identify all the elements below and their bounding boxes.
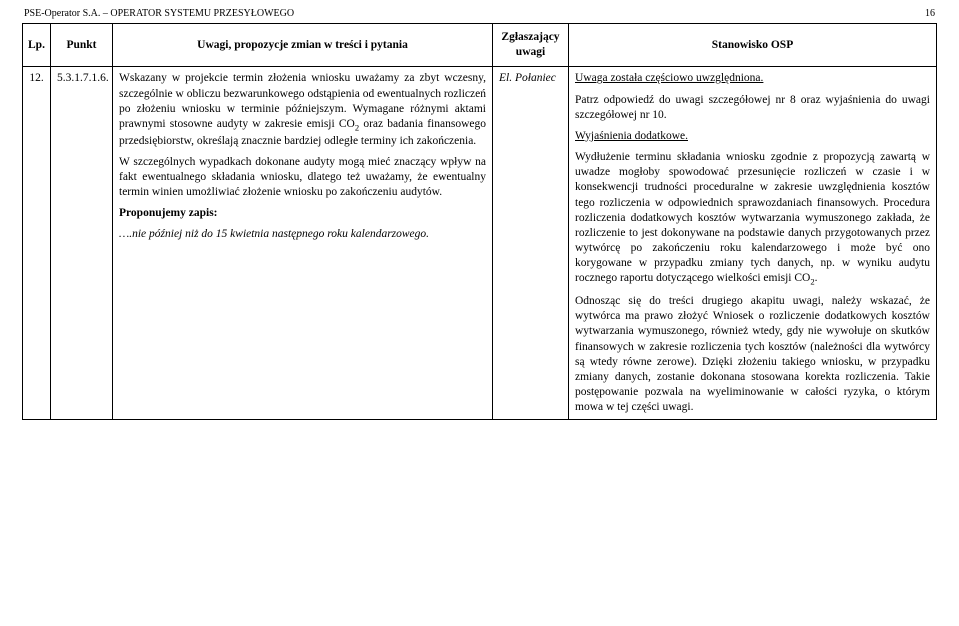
stan-p2: Patrz odpowiedź do uwagi szczegółowej nr… — [575, 93, 930, 123]
header-page-number: 16 — [925, 8, 935, 19]
table-row: 12. 5.3.1.7.1.6. Wskazany w projekcie te… — [23, 67, 937, 420]
cell-stanowisko: Uwaga została częściowo uwzględniona. Pa… — [569, 67, 937, 420]
uwagi-p1: Wskazany w projekcie termin złożenia wni… — [119, 71, 486, 148]
stan-p4: Wydłużenie terminu składania wniosku zgo… — [575, 150, 930, 288]
stan-p1: Uwaga została częściowo uwzględniona. — [575, 71, 930, 86]
table-header-row: Lp. Punkt Uwagi, propozycje zmian w treś… — [23, 24, 937, 67]
cell-lp: 12. — [23, 67, 51, 420]
col-header-stanowisko: Stanowisko OSP — [569, 24, 937, 67]
col-header-punkt: Punkt — [51, 24, 113, 67]
page-header: PSE-Operator S.A. – OPERATOR SYSTEMU PRZ… — [22, 8, 937, 19]
page: PSE-Operator S.A. – OPERATOR SYSTEMU PRZ… — [0, 0, 959, 428]
uwagi-p3: Proponujemy zapis: — [119, 206, 486, 221]
uwagi-p4: ….nie później niż do 15 kwietnia następn… — [119, 227, 486, 242]
stan-p5: Odnosząc się do treści drugiego akapitu … — [575, 294, 930, 415]
col-header-lp: Lp. — [23, 24, 51, 67]
cell-punkt: 5.3.1.7.1.6. — [51, 67, 113, 420]
stan-p3: Wyjaśnienia dodatkowe. — [575, 129, 930, 144]
uwagi-p2: W szczególnych wypadkach dokonane audyty… — [119, 155, 486, 201]
cell-uwagi: Wskazany w projekcie termin złożenia wni… — [113, 67, 493, 420]
col-header-uwagi: Uwagi, propozycje zmian w treści i pytan… — [113, 24, 493, 67]
header-left: PSE-Operator S.A. – OPERATOR SYSTEMU PRZ… — [24, 8, 294, 19]
col-header-zglaszajacy: Zgłaszający uwagi — [493, 24, 569, 67]
cell-zglaszajacy: El. Połaniec — [493, 67, 569, 420]
document-table: Lp. Punkt Uwagi, propozycje zmian w treś… — [22, 23, 937, 420]
